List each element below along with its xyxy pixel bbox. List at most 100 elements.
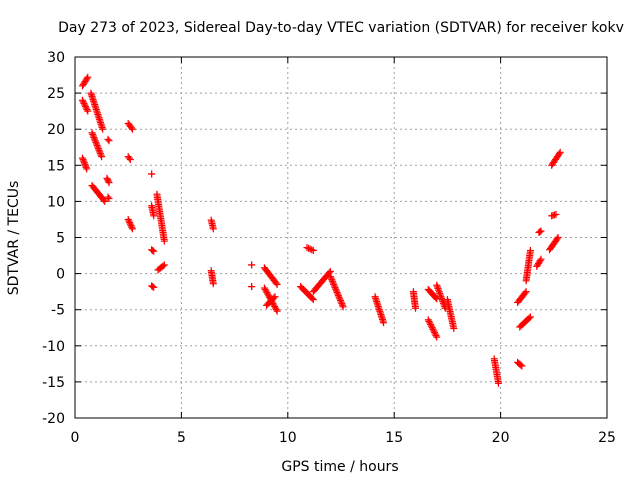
data-point: [84, 73, 92, 81]
data-point: [83, 75, 91, 83]
data-point: [104, 177, 112, 185]
data-point: [336, 296, 344, 304]
data-point: [105, 195, 113, 203]
data-point: [126, 220, 134, 228]
data-marks: [78, 73, 564, 387]
data-point: [160, 237, 168, 245]
data-point: [435, 288, 443, 296]
data-point: [248, 283, 256, 291]
data-point: [517, 361, 525, 369]
y-tick-label: 10: [47, 194, 65, 210]
data-point: [80, 157, 88, 165]
data-point: [328, 277, 336, 285]
data-point: [128, 225, 136, 233]
data-point: [273, 307, 281, 315]
data-point: [426, 319, 434, 327]
data-point: [84, 107, 92, 115]
data-point: [78, 96, 86, 104]
data-point: [427, 322, 435, 330]
data-point: [270, 301, 278, 309]
data-point: [332, 285, 340, 293]
data-point: [209, 280, 217, 288]
data-point: [82, 163, 90, 171]
data-point: [429, 325, 437, 333]
data-point: [438, 294, 446, 302]
data-point: [264, 290, 272, 298]
data-point: [79, 98, 87, 106]
data-point: [261, 286, 269, 294]
data-point: [80, 99, 88, 107]
data-point: [337, 298, 345, 306]
data-point: [437, 293, 445, 301]
data-point: [326, 272, 334, 280]
data-point: [90, 134, 98, 142]
data-point: [101, 197, 109, 205]
data-point: [94, 143, 102, 151]
data-point: [427, 321, 435, 329]
x-tick-label: 25: [598, 430, 616, 446]
x-tick-label: 0: [71, 430, 80, 446]
data-point: [100, 196, 108, 204]
grid-layer: [75, 57, 607, 418]
data-point: [104, 193, 112, 201]
data-point: [150, 247, 158, 255]
data-point: [270, 294, 278, 302]
data-point: [339, 303, 347, 311]
data-point: [96, 149, 104, 157]
data-point: [128, 223, 136, 231]
data-point: [150, 212, 158, 220]
data-point: [522, 288, 530, 296]
data-point: [411, 304, 419, 312]
data-point: [328, 276, 336, 284]
data-point: [334, 292, 342, 300]
data-point: [97, 151, 105, 159]
data-point: [79, 156, 87, 164]
data-point: [518, 362, 526, 370]
data-point: [125, 154, 133, 162]
data-point: [333, 288, 341, 296]
data-point: [248, 261, 256, 269]
data-point: [104, 135, 112, 143]
data-point: [554, 234, 562, 241]
data-point: [338, 300, 346, 308]
data-point: [525, 314, 533, 322]
data-point: [425, 317, 433, 325]
y-tick-label: -20: [42, 411, 65, 427]
data-point: [98, 153, 106, 161]
data-point: [126, 219, 134, 227]
data-point: [126, 156, 134, 164]
x-tick-label: 10: [279, 430, 297, 446]
data-point: [433, 283, 441, 291]
data-point: [271, 303, 279, 311]
data-point: [159, 262, 167, 270]
data-point: [553, 235, 561, 243]
y-tick-label: 30: [47, 50, 65, 66]
axis-ticks: 0 5 10 15 20 25 -20 -15 -10 -5 0 5 10 15 20 25 30: [42, 50, 616, 446]
data-point: [325, 269, 333, 277]
data-point: [537, 255, 545, 263]
data-point: [335, 293, 343, 301]
data-point: [95, 146, 103, 154]
data-point: [332, 287, 340, 295]
data-point: [88, 129, 96, 137]
y-tick-label: 5: [56, 231, 65, 247]
data-point: [424, 316, 432, 324]
data-point: [99, 125, 107, 133]
data-point: [330, 282, 338, 290]
data-point: [150, 283, 158, 291]
data-point: [78, 154, 86, 162]
data-point: [436, 291, 444, 299]
data-point: [83, 165, 91, 173]
data-point: [380, 319, 388, 327]
data-point: [273, 280, 281, 288]
data-point: [80, 159, 88, 167]
x-axis-label: GPS time / hours: [281, 459, 398, 475]
data-point: [330, 280, 338, 288]
data-point: [432, 294, 440, 302]
data-point: [338, 301, 346, 309]
data-point: [92, 138, 100, 146]
data-point: [521, 289, 529, 297]
data-point: [271, 293, 279, 301]
data-point: [149, 283, 157, 291]
